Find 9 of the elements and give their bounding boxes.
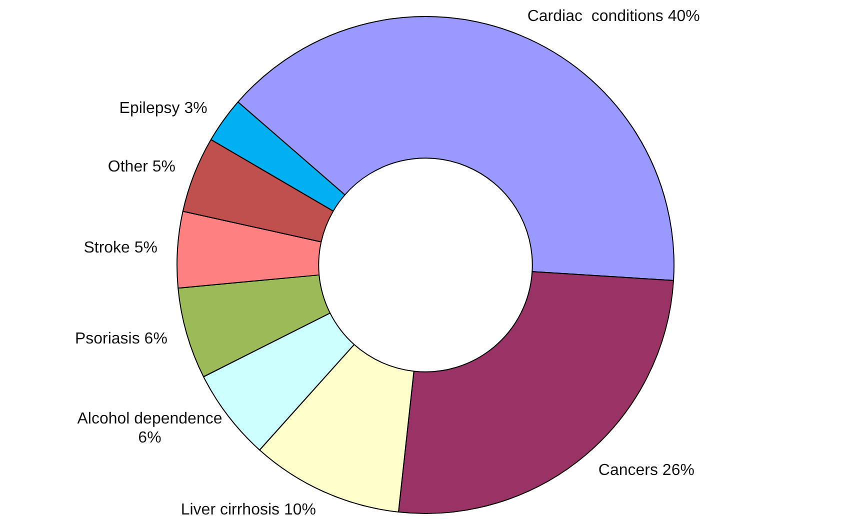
slice-label: Cancers 26% <box>598 462 694 479</box>
slice-label: Epilepsy 3% <box>119 100 208 117</box>
slice-label: Psoriasis 6% <box>74 330 168 348</box>
slice-label: Other 5% <box>108 158 176 176</box>
slice-label: Alcohol dependence <box>77 410 222 428</box>
slice-label: Cardiac conditions 40% <box>527 8 700 25</box>
slice-label: Stroke 5% <box>84 240 158 257</box>
slice-label: Liver cirrhosis 10% <box>180 502 316 519</box>
data-label: 6% <box>138 430 162 447</box>
